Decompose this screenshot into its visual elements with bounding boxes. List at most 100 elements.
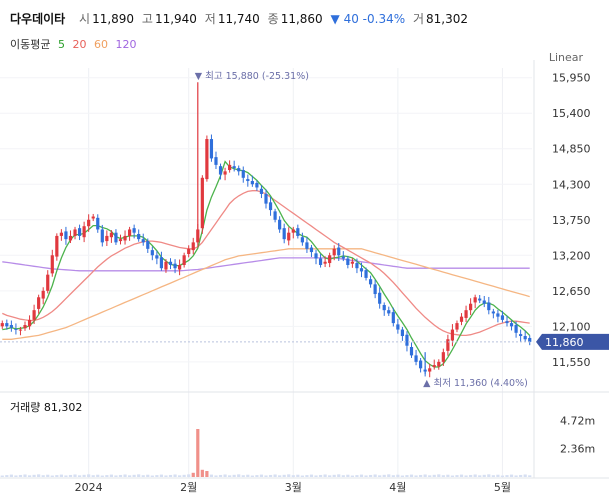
- volume-bar: [523, 474, 527, 477]
- candle-body: [41, 290, 45, 299]
- volume-bar: [364, 475, 368, 477]
- candle-body: [68, 235, 73, 241]
- candle-body: [14, 328, 18, 330]
- volume-bar: [378, 475, 382, 477]
- volume-bar: [159, 474, 164, 477]
- volume-bar: [273, 474, 277, 477]
- volume-bar: [428, 475, 432, 477]
- candle-body: [23, 325, 27, 329]
- volume-bar: [127, 475, 132, 477]
- stock-name: 다우데이타: [10, 12, 66, 26]
- candle-body: [441, 352, 445, 362]
- candle-body: [409, 347, 414, 356]
- candle-body: [373, 284, 377, 295]
- volume-bar: [200, 469, 204, 477]
- volume-bar: [528, 475, 532, 477]
- low-value: 11,740: [217, 12, 260, 26]
- candle-body: [400, 329, 405, 337]
- volume-bar: [514, 475, 518, 477]
- volume-bar: [77, 475, 82, 477]
- volume-bar: [459, 474, 464, 477]
- volume-bar: [268, 474, 273, 477]
- candle-body: [259, 188, 264, 194]
- candle-body: [300, 237, 304, 243]
- volume-bar: [309, 474, 314, 477]
- volume-bar: [241, 475, 245, 477]
- volume-bar: [409, 474, 414, 477]
- candle-body: [500, 315, 505, 320]
- volume-bar: [337, 474, 341, 477]
- candle-body: [209, 139, 214, 159]
- candle-body: [82, 226, 86, 238]
- volume-bar: [500, 475, 505, 477]
- candle-body: [268, 202, 273, 211]
- candle-body: [146, 241, 150, 249]
- candle-body: [27, 319, 32, 327]
- volume-bar: [18, 474, 23, 477]
- volume-bar: [232, 474, 236, 477]
- scale-type-toggle[interactable]: Linear: [548, 51, 583, 64]
- volume-bar: [59, 474, 63, 477]
- ma-20: 20: [72, 38, 87, 51]
- candle-body: [73, 229, 77, 236]
- volume-bar: [314, 475, 318, 477]
- candle-body: [428, 368, 432, 372]
- candle-body: [0, 323, 4, 327]
- x-tick-label: 5월: [494, 481, 511, 494]
- volume-label: 거: [412, 12, 424, 26]
- candle-body: [223, 171, 227, 175]
- candle-body: [482, 300, 486, 304]
- candle-body: [450, 329, 455, 341]
- volume-bar: [37, 474, 41, 477]
- volume-bar: [455, 475, 459, 477]
- candle-body: [182, 255, 186, 265]
- candle-body: [168, 261, 173, 265]
- candle-body: [282, 228, 286, 240]
- price-tick-label: 14,300: [552, 178, 591, 191]
- volume-bar: [178, 475, 182, 477]
- volume-tick-label: 2.36m: [560, 443, 595, 456]
- candle-body: [291, 229, 295, 233]
- x-tick-label: 2024: [75, 481, 103, 494]
- candle-body: [487, 302, 491, 311]
- candle-body: [109, 232, 114, 238]
- ma-line-ma60: [2, 248, 530, 340]
- candle-body: [387, 310, 391, 314]
- volume-bar: [341, 475, 345, 477]
- x-tick-label: 3월: [285, 481, 302, 494]
- candle-body: [446, 339, 450, 351]
- current-price-badge: [536, 333, 609, 350]
- candle-body: [505, 321, 509, 324]
- volume-bar: [264, 475, 268, 477]
- volume-bar: [300, 475, 304, 477]
- volume-bar: [0, 475, 4, 477]
- candle-body: [519, 334, 523, 337]
- candle-body: [118, 239, 123, 242]
- candle-body: [264, 193, 268, 204]
- volume-bar: [346, 474, 350, 477]
- price-tick-label: 12,100: [552, 320, 591, 333]
- volume-bar: [473, 474, 477, 477]
- candle-body: [127, 229, 132, 236]
- x-tick-label: 2월: [180, 481, 197, 494]
- volume-bar: [305, 475, 309, 477]
- volume-bar: [118, 474, 123, 477]
- ma-60: 60: [93, 38, 108, 51]
- candle-body: [205, 139, 209, 180]
- volume-bar: [137, 474, 141, 477]
- candle-body: [359, 268, 364, 272]
- volume-bar: [255, 475, 259, 477]
- price-tick-label: 11,550: [552, 356, 591, 369]
- candle-body: [18, 329, 23, 331]
- volume-tick-label: 4.72m: [560, 414, 595, 427]
- volume-bar: [228, 475, 232, 477]
- volume-bar: [218, 474, 223, 477]
- candle-body: [318, 258, 323, 265]
- candle-body: [50, 255, 54, 274]
- candle-body: [273, 211, 277, 220]
- volume-bar: [87, 474, 91, 477]
- volume-bar: [400, 475, 405, 477]
- open-value: 11,890: [92, 12, 135, 26]
- volume-bar: [246, 474, 250, 477]
